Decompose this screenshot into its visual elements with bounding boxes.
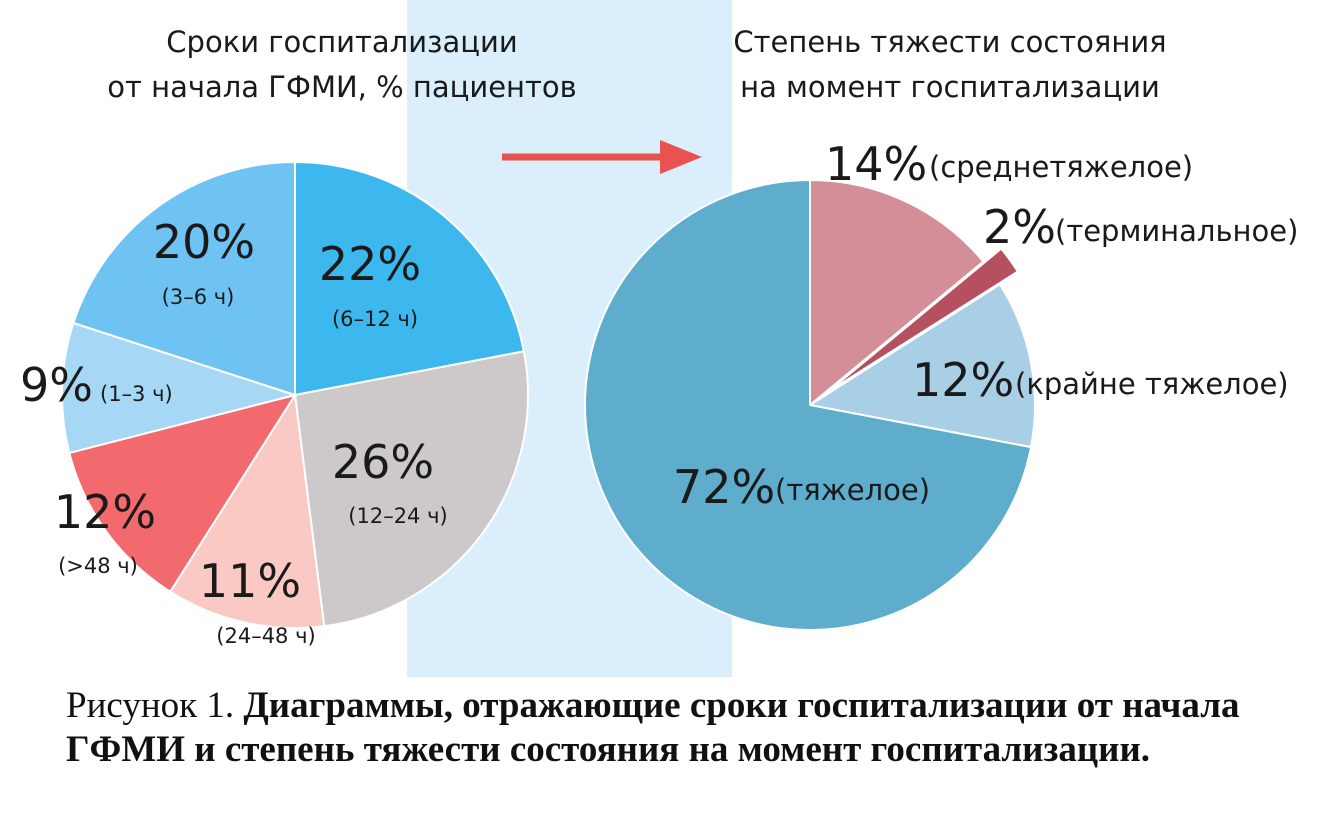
chart-1-slice-4-label: (1–3 ч) [100,382,173,406]
chart-2-slice-3-label: (тяжелое) [775,473,930,507]
chart-2-slice-1-pct-label: 2% [983,200,1056,254]
chart-2-slice-2 [807,283,1036,449]
chart-1-slice-2-label: (24–48 ч) [216,624,315,648]
chart-2-title-line-2: на момент госпитализации [740,70,1160,104]
chart-1-title-line-2: от начала ГФМИ, % пациентов [107,70,576,104]
caption-bold-text: Диаграммы, отражающие сроки госпитализац… [66,685,1240,770]
chart-1-slice-5-label: (3–6 ч) [162,285,235,309]
chart-2-slice-2-pct-label: 12% [912,353,1014,407]
chart-1-slice-0 [294,160,526,397]
chart-2-slices [584,178,1036,631]
chart-2-slice-0 [809,178,985,408]
chart-1-slice-0-pct-label: 22% [319,237,421,291]
chart-2-slice-0-label: (среднетяжелое) [929,150,1193,184]
chart-2-slice-1 [827,247,1020,393]
chart-1-slice-2-pct-label: 11% [199,554,301,608]
chart-1-slice-3-label: (>48 ч) [58,554,138,578]
caption-prefix: Рисунок 1. [66,685,244,726]
chart-1-slice-4-pct-label: 9% [20,358,93,412]
chart-2-slice-2-label: (крайне тяжелое) [1015,367,1289,401]
chart-1-slice-0-label: (6–12 ч) [332,307,418,331]
chart-2-title-line-1: Степень тяжести состояния [733,25,1166,59]
chart-2-slice-3 [584,178,1033,631]
charts-canvas: Сроки госпитализации от начала ГФМИ, % п… [20,25,1298,648]
chart-1-slice-5 [72,160,296,397]
arrow-icon [502,140,702,174]
chart-1-slice-1-pct-label: 26% [332,435,434,489]
chart-2-slice-1-label: (терминальное) [1055,214,1298,248]
chart-1-slice-2 [168,392,326,629]
chart-1-slice-3-pct-label: 12% [54,485,156,539]
chart-1-slice-5-pct-label: 20% [153,215,255,269]
chart-2-slice-0-pct-label: 14% [825,137,927,191]
chart-1-slice-3 [68,393,298,594]
figure-caption: Рисунок 1. Диаграммы, отражающие сроки г… [66,684,1266,772]
chart-1-slice-1-label: (12–24 ч) [348,504,447,528]
chart-1-title-line-1: Сроки госпитализации [166,25,517,59]
chart-1-slices [61,160,529,629]
chart-2-slice-3-pct-label: 72% [673,460,775,514]
chart-1-slice-4 [61,321,299,455]
chart-1-slice-1 [293,350,529,628]
